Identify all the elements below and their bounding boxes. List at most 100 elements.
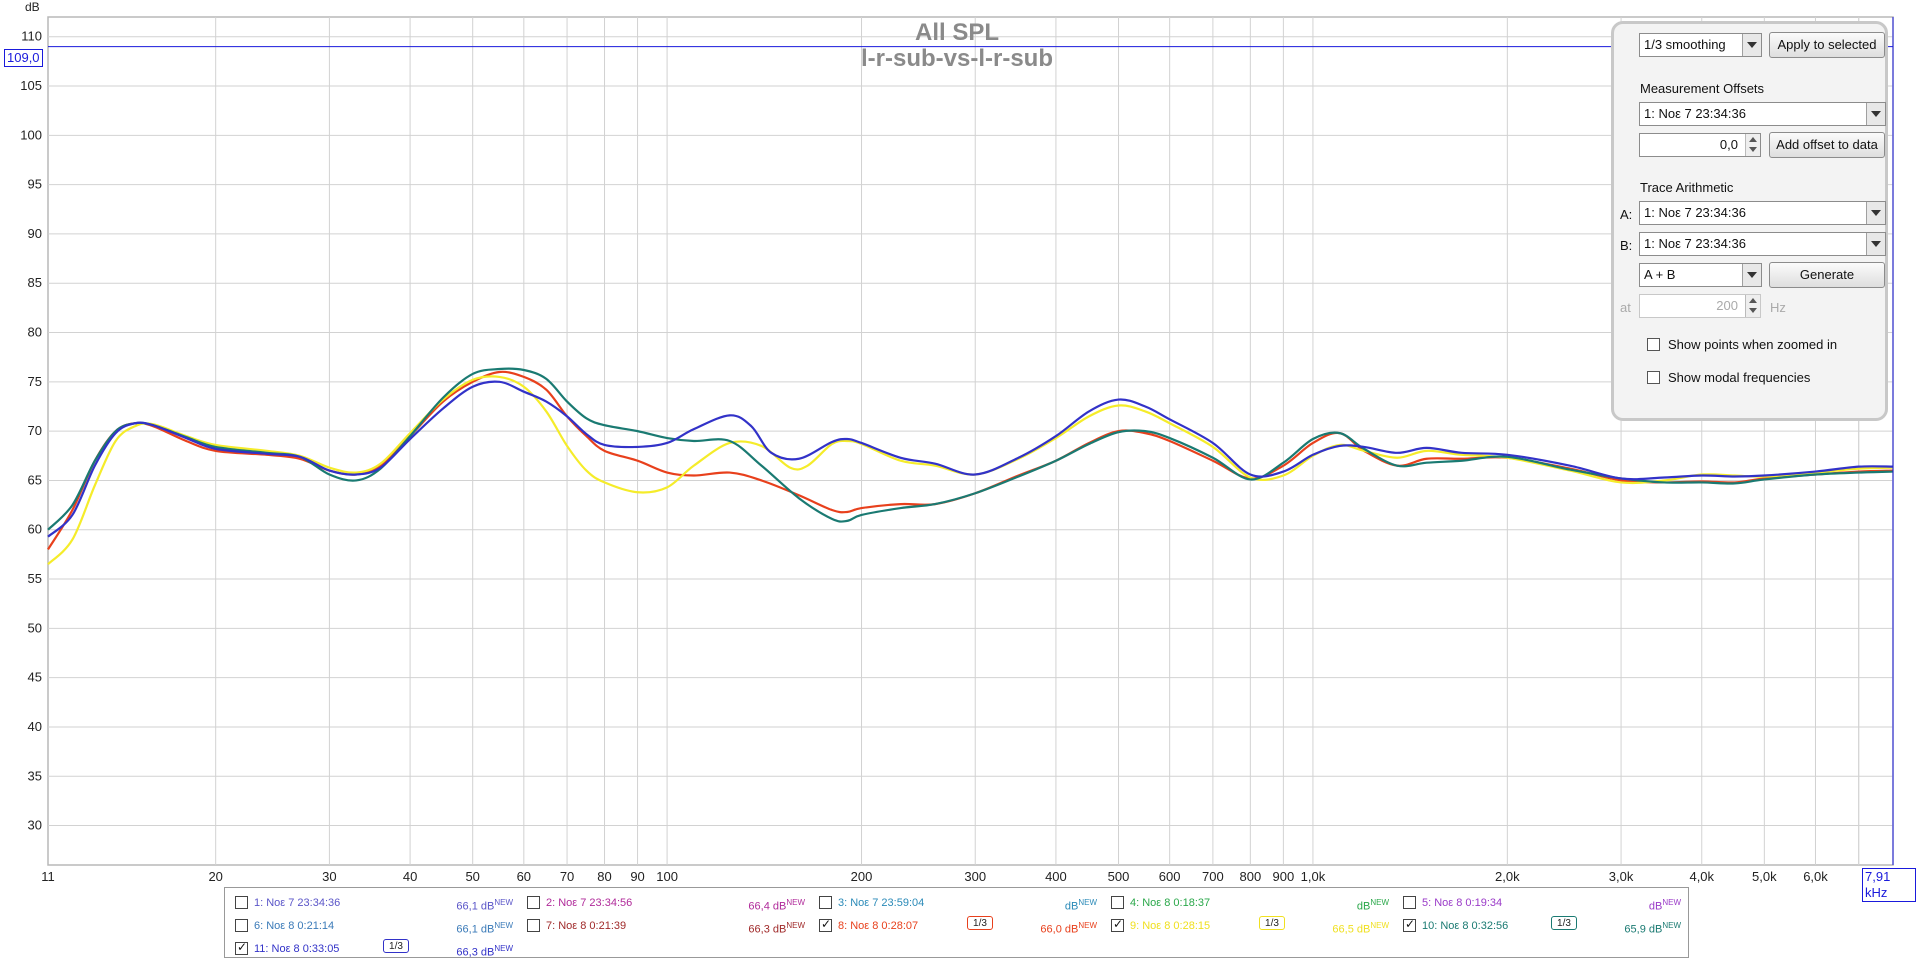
offset-value-stepper[interactable]: 0,0 (1639, 133, 1761, 157)
legend-entry[interactable]: 6: Νοε 8 0:21:14 66,1 dBNEW (235, 918, 525, 936)
x-tick-label: 40 (403, 869, 417, 884)
x-tick-label: 5,0k (1752, 869, 1777, 884)
trace-a-label: A: (1620, 207, 1633, 222)
x-tick-label: 700 (1202, 869, 1224, 884)
legend-checkbox[interactable] (527, 896, 540, 909)
chevron-down-icon (1742, 34, 1761, 56)
add-offset-to-data-button[interactable]: Add offset to data (1769, 132, 1885, 158)
offset-value: 0,0 (1719, 137, 1738, 152)
y-tick-label: 40 (28, 719, 42, 734)
x-tick-label: 800 (1239, 869, 1261, 884)
y-tick-label: 100 (20, 127, 42, 142)
chevron-down-icon (1866, 103, 1885, 125)
legend-entry[interactable]: 8: Νοε 8 0:28:07 1/3 66,0 dBNEW (819, 916, 1109, 936)
legend-measurement-name: 4: Νοε 8 0:18:37 (1130, 897, 1211, 909)
legend-measurement-name: 6: Νοε 8 0:21:14 (254, 920, 335, 932)
x-cursor-readout[interactable]: 7,91 kHz (1862, 868, 1916, 902)
legend-checkbox[interactable] (235, 940, 248, 955)
legend-measurement-name: 9: Νοε 8 0:28:15 (1130, 920, 1211, 932)
series-line[interactable] (47, 380, 1894, 538)
x-tick-label: 11 (41, 869, 55, 884)
at-frequency-stepper: 200 (1639, 294, 1761, 318)
x-tick-label: 80 (597, 869, 611, 884)
legend-entry[interactable]: 3: Νοε 7 23:59:04 dBNEW (819, 895, 1109, 913)
legend-level: dBNEW (1648, 898, 1681, 913)
legend-entry[interactable]: 11: Νοε 8 0:33:05 1/3 66,3 dBNEW (235, 939, 525, 959)
show-modal-checkbox[interactable] (1647, 371, 1660, 384)
series-line[interactable] (47, 375, 1894, 566)
legend-entry[interactable]: 5: Νοε 8 0:19:34 dBNEW (1403, 895, 1693, 913)
legend-checkbox[interactable] (1111, 917, 1124, 932)
smoothing-badge[interactable]: 1/3 (1551, 916, 1577, 930)
x-tick-label: 1,0k (1301, 869, 1326, 884)
x-tick-label: 70 (560, 869, 574, 884)
y-tick-label: 45 (28, 670, 42, 685)
legend-checkbox[interactable] (527, 919, 540, 932)
x-tick-label: 3,0k (1609, 869, 1634, 884)
y-tick-label: 60 (28, 522, 42, 537)
legend-measurement-name: 3: Νοε 7 23:59:04 (838, 897, 925, 909)
legend-level: 65,9 dBNEW (1624, 921, 1681, 936)
legend-checkbox[interactable] (819, 896, 832, 909)
legend-entry[interactable]: 4: Νοε 8 0:18:37 dBNEW (1111, 895, 1401, 913)
chevron-down-icon (1742, 264, 1761, 286)
y-tick-label: 65 (28, 472, 42, 487)
generate-button[interactable]: Generate (1769, 262, 1885, 288)
apply-to-selected-button[interactable]: Apply to selected (1769, 32, 1885, 58)
legend-checkbox[interactable] (235, 896, 248, 909)
smoothing-badge[interactable]: 1/3 (1259, 916, 1285, 930)
stepper-arrows-icon (1745, 295, 1760, 317)
show-points-checkbox[interactable] (1647, 338, 1660, 351)
legend-entry[interactable]: 2: Νοε 7 23:34:56 66,4 dBNEW (527, 895, 817, 913)
stepper-arrows-icon[interactable] (1745, 134, 1760, 156)
x-tick-label: 400 (1045, 869, 1067, 884)
x-tick-label: 50 (465, 869, 479, 884)
show-points-label: Show points when zoomed in (1668, 337, 1838, 352)
y-tick-label: 70 (28, 423, 42, 438)
trace-a-select[interactable]: 1: Νοε 7 23:34:36 (1639, 201, 1886, 225)
y-cursor-readout[interactable]: 109,0 (4, 49, 43, 67)
x-tick-label: 200 (851, 869, 873, 884)
y-tick-label: 55 (28, 571, 42, 586)
y-tick-label: 95 (28, 177, 42, 192)
x-tick-label: 600 (1159, 869, 1181, 884)
at-frequency-value: 200 (1716, 298, 1738, 313)
x-tick-label: 2,0k (1495, 869, 1520, 884)
legend-checkbox[interactable] (1403, 896, 1416, 909)
x-tick-label: 30 (322, 869, 336, 884)
legend-level: 66,5 dBNEW (1332, 921, 1389, 936)
legend-checkbox[interactable] (1403, 917, 1416, 932)
legend-level: 66,1 dBNEW (456, 921, 513, 936)
offsets-measurement-select[interactable]: 1: Νοε 7 23:34:36 (1639, 102, 1886, 126)
smoothing-select[interactable]: 1/3 smoothing (1639, 33, 1762, 57)
legend-measurement-name: 7: Νοε 8 0:21:39 (546, 920, 627, 932)
legend-entry[interactable]: 1: Νοε 7 23:34:36 66,1 dBNEW (235, 895, 525, 913)
legend-entry[interactable]: 9: Νοε 8 0:28:15 1/3 66,5 dBNEW (1111, 916, 1401, 936)
legend-checkbox[interactable] (1111, 896, 1124, 909)
measurement-legend: 1: Νοε 7 23:34:36 66,1 dBNEW 2: Νοε 7 23:3… (224, 887, 1689, 959)
trace-b-select[interactable]: 1: Νοε 7 23:34:36 (1639, 232, 1886, 256)
smoothing-badge[interactable]: 1/3 (967, 916, 993, 930)
at-label: at (1620, 300, 1631, 315)
x-tick-label: 900 (1273, 869, 1295, 884)
smoothing-badge[interactable]: 1/3 (383, 939, 409, 953)
legend-level: 66,3 dBNEW (456, 944, 513, 959)
series-line[interactable] (47, 367, 1894, 531)
trace-a-value: 1: Νοε 7 23:34:36 (1644, 205, 1746, 220)
x-tick-label: 300 (964, 869, 986, 884)
chart-subtitle: l-r-sub-vs-l-r-sub (861, 45, 1053, 72)
legend-measurement-name: 8: Νοε 8 0:28:07 (838, 920, 919, 932)
legend-entry[interactable]: 10: Νοε 8 0:32:56 1/3 65,9 dBNEW (1403, 916, 1693, 936)
arithmetic-operation-select[interactable]: A + B (1639, 263, 1762, 287)
chart-title: All SPL (915, 19, 999, 46)
x-tick-label: 500 (1108, 869, 1130, 884)
legend-level: 66,1 dBNEW (456, 898, 513, 913)
legend-checkbox[interactable] (235, 919, 248, 932)
y-tick-label: 90 (28, 226, 42, 241)
y-tick-label: 80 (28, 325, 42, 340)
legend-level: 66,0 dBNEW (1040, 921, 1097, 936)
x-tick-label: 100 (656, 869, 678, 884)
legend-entry[interactable]: 7: Νοε 8 0:21:39 66,3 dBNEW (527, 918, 817, 936)
legend-checkbox[interactable] (819, 917, 832, 932)
